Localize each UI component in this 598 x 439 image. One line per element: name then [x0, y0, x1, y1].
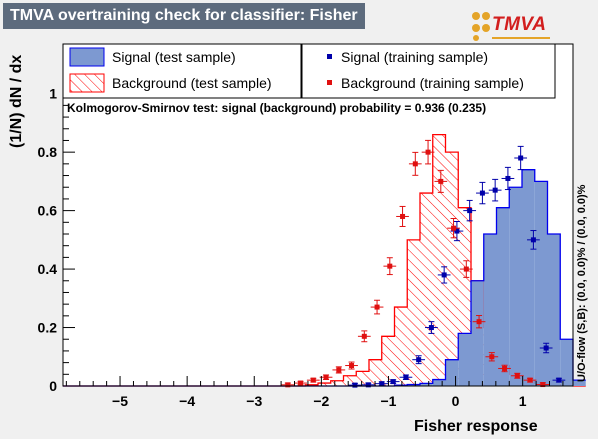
background-training-point: [438, 178, 444, 184]
signal-test-bar: [573, 380, 586, 386]
page-title: TMVA overtraining check for classifier: …: [10, 7, 358, 24]
legend-swatch-background-test: [69, 73, 105, 93]
background-training-point: [476, 319, 482, 325]
background-training-point: [387, 263, 393, 269]
signal-training-point: [365, 382, 371, 388]
background-training-point: [451, 225, 457, 231]
background-test-bar: [343, 375, 357, 386]
background-training-point: [400, 213, 406, 219]
tmva-logo: TMVA: [470, 8, 580, 42]
x-tick-label: −5: [112, 393, 128, 409]
background-test-bar: [330, 380, 344, 386]
background-test-bar: [432, 134, 446, 386]
x-axis-title: Fisher response: [414, 418, 538, 435]
logo-underline: [492, 37, 550, 39]
signal-training-point: [454, 228, 460, 234]
signal-training-point: [467, 208, 473, 214]
legend-label-signal-training: Signal (training sample): [341, 49, 488, 65]
legend-swatch-signal-test: [69, 47, 105, 67]
legend-marker-background-training: [327, 80, 332, 85]
signal-training-point: [479, 190, 485, 196]
x-tick-label: −2: [313, 393, 329, 409]
x-tick-label: −4: [179, 393, 195, 409]
background-training-point: [310, 377, 316, 383]
background-training-point: [298, 380, 304, 386]
signal-training-point: [505, 175, 511, 181]
signal-training-point: [543, 345, 549, 351]
overflow-text: U/O-flow (S,B): (0.0, 0.0)% / (0.0, 0.0)…: [576, 184, 588, 382]
signal-training-point: [352, 382, 358, 388]
signal-test-bar: [560, 339, 573, 386]
legend-marker-signal-training: [327, 54, 332, 59]
signal-training-point: [428, 325, 434, 331]
background-test-bar: [356, 371, 369, 386]
background-training-point: [489, 354, 495, 360]
background-test-bar: [381, 336, 395, 386]
x-tick-label: −1: [380, 393, 396, 409]
y-tick-label: 0.2: [38, 320, 58, 336]
y-tick-label: 1: [49, 86, 57, 102]
background-training-point: [463, 266, 469, 272]
signal-test-bar: [471, 280, 484, 386]
signal-test-bar: [547, 234, 561, 386]
legend-label-background-test: Background (test sample): [112, 75, 272, 91]
signal-training-point: [530, 237, 536, 243]
logo-dots-icon: [472, 12, 490, 41]
background-test-bar: [420, 193, 433, 386]
legend-label-signal-test: Signal (test sample): [112, 49, 236, 65]
ks-test-text: Kolmogorov-Smirnov test: signal (backgro…: [67, 101, 486, 115]
y-tick-label: 0: [49, 378, 57, 394]
signal-training-point: [518, 155, 524, 161]
signal-test-bar: [509, 187, 522, 386]
background-training-point: [349, 363, 355, 369]
x-tick-label: −3: [246, 393, 262, 409]
background-training-point: [425, 149, 431, 155]
background-test-bar: [369, 359, 382, 386]
background-training-point: [540, 382, 546, 388]
signal-training-point: [416, 357, 422, 363]
background-training-point: [336, 367, 342, 373]
signal-training-point: [441, 272, 447, 278]
signal-test-bar: [420, 383, 433, 386]
background-training-point: [323, 374, 329, 380]
legend-label-background-training: Background (training sample): [341, 75, 524, 91]
signal-test-bar: [445, 359, 459, 386]
signal-test-bar: [407, 384, 420, 386]
background-training-point: [285, 382, 291, 388]
background-test-bar: [394, 307, 408, 386]
signal-test-bar: [522, 169, 535, 386]
signal-test-bar: [432, 379, 446, 386]
logo-text: TMVA: [492, 14, 547, 35]
signal-training-point: [492, 187, 498, 193]
signal-training-point: [390, 379, 396, 385]
background-training-point: [412, 161, 418, 167]
background-training-point: [374, 304, 380, 310]
y-tick-label: 0.4: [38, 261, 58, 277]
background-training-point: [502, 365, 508, 371]
background-test-bar: [407, 239, 420, 386]
legend-box-right: [301, 43, 556, 99]
signal-test-bar: [483, 234, 497, 386]
background-training-point: [527, 377, 533, 383]
signal-test-bar: [534, 181, 548, 386]
x-tick-label: 0: [452, 393, 460, 409]
title-banner: TMVA overtraining check for classifier: …: [3, 3, 365, 29]
background-test-bar: [318, 383, 331, 386]
signal-training-point: [403, 374, 409, 380]
signal-training-point: [379, 381, 385, 387]
y-tick-label: 0.8: [38, 144, 58, 160]
background-test-bar: [445, 152, 459, 386]
x-tick-label: 1: [519, 393, 527, 409]
background-training-point: [361, 333, 367, 339]
signal-test-bar: [496, 207, 510, 386]
signal-training-point: [556, 377, 562, 383]
background-training-point: [514, 373, 520, 379]
y-tick-label: 0.6: [38, 203, 58, 219]
y-axis-title: (1/N) dN / dx: [8, 55, 25, 148]
legend: Signal (test sample) Background (test sa…: [62, 43, 556, 99]
signal-test-bar: [458, 333, 471, 386]
